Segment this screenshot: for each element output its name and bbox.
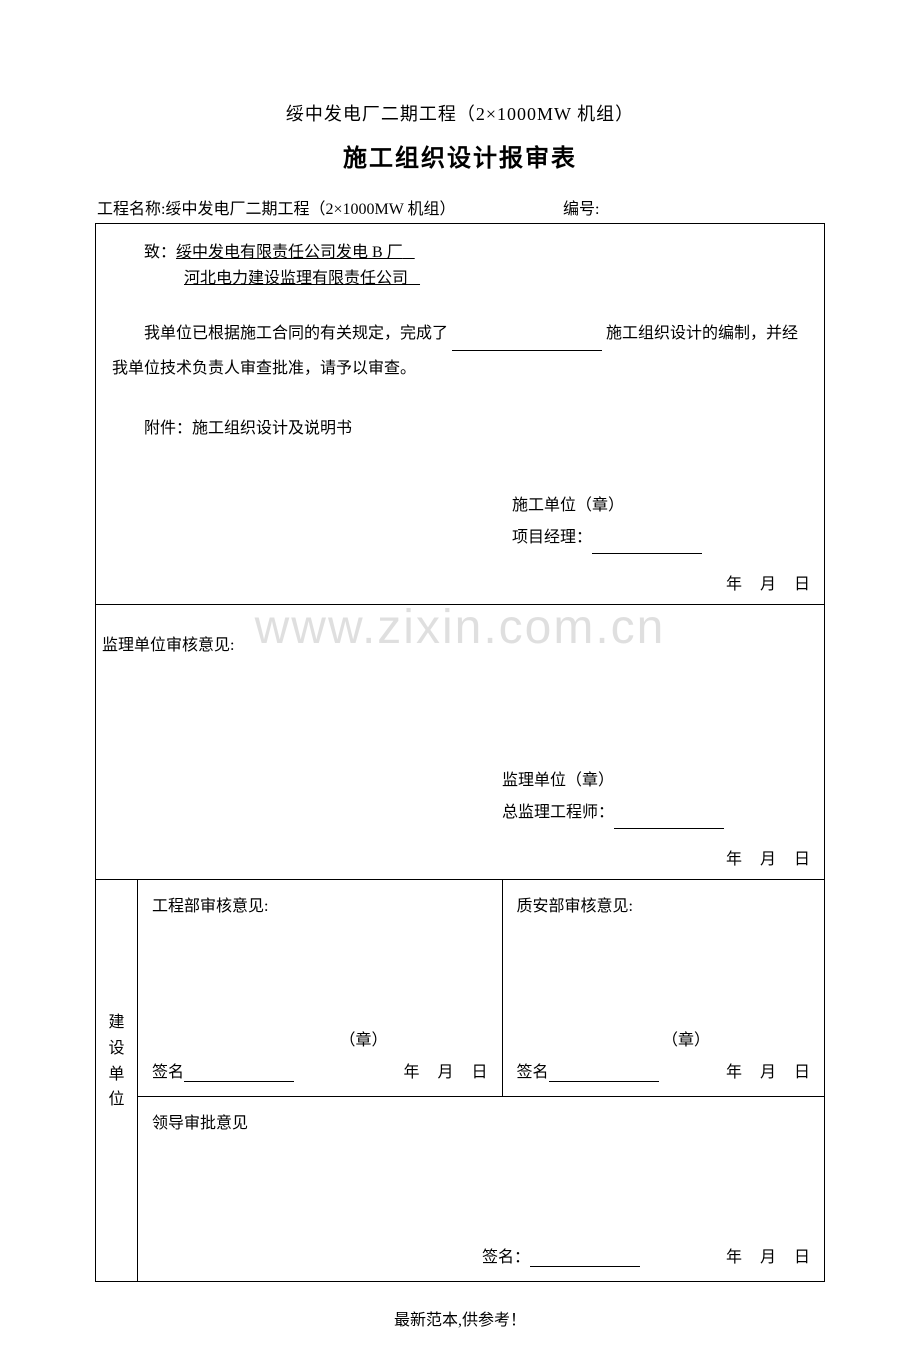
leader-approval-cell: 领导审批意见 签名： 年 月 日 <box>138 1097 825 1282</box>
attachment-text: 附件：施工组织设计及说明书 <box>144 420 352 437</box>
eng-title: 工程部审核意见: <box>152 892 488 916</box>
qa-sign-blank[interactable] <box>549 1066 659 1082</box>
supervision-unit-stamp: 监理单位（章） <box>502 765 808 797</box>
owner-vert-label-cell: 建 设 单 位 <box>96 880 138 1282</box>
body-blank[interactable] <box>452 335 602 351</box>
qa-sign-left: 签名 <box>517 1058 659 1082</box>
pre-title: 绥中发电厂二期工程（2×1000MW 机组） <box>95 100 825 126</box>
project-name: 绥中发电厂二期工程（2×1000MW 机组） <box>165 201 455 218</box>
eng-month: 月 <box>437 1064 453 1081</box>
qa-sign-date: 年 月 日 <box>726 1058 810 1082</box>
engineer-label: 总监理工程师： <box>502 804 614 821</box>
day-label: 日 <box>794 576 810 593</box>
body-prefix: 我单位已根据施工合同的有关规定，完成了 <box>144 325 448 342</box>
eng-sign-label: 签名 <box>152 1064 184 1081</box>
section-contractor: 致：绥中发电有限责任公司发电 B 厂 河北电力建设监理有限责任公司 我单位已根据… <box>96 224 825 605</box>
qa-month: 月 <box>760 1064 776 1081</box>
vert-char-3: 单 <box>96 1062 137 1088</box>
qa-sign-row: 签名 年 月 日 <box>517 1058 811 1082</box>
eng-day: 日 <box>471 1064 487 1081</box>
manager-blank[interactable] <box>592 538 702 554</box>
section-owner-row2: 领导审批意见 签名： 年 月 日 <box>96 1097 825 1282</box>
owner-vert-label: 建 设 单 位 <box>96 880 137 1112</box>
leader-year: 年 <box>726 1249 742 1266</box>
qa-stamp: （章） <box>517 1026 811 1050</box>
month-label: 月 <box>760 576 776 593</box>
qa-sign-label: 签名 <box>517 1064 549 1081</box>
vert-char-2: 设 <box>96 1036 137 1062</box>
eng-sign-date: 年 月 日 <box>403 1058 487 1082</box>
leader-sign-date: 年 月 日 <box>726 1243 810 1267</box>
document-page: www.zixin.com.cn 绥中发电厂二期工程（2×1000MW 机组） … <box>0 0 920 1370</box>
leader-month: 月 <box>760 1249 776 1266</box>
leader-sign-left: 签名： <box>152 1243 640 1267</box>
qa-year: 年 <box>726 1064 742 1081</box>
contractor-manager-line: 项目经理： <box>512 522 808 554</box>
engineer-blank[interactable] <box>614 813 724 829</box>
engineering-dept-cell: 工程部审核意见: （章） 签名 年 月 日 <box>138 880 503 1097</box>
leader-day: 日 <box>794 1249 810 1266</box>
supervision-cell: 监理单位审核意见: 监理单位（章） 总监理工程师： <box>96 605 824 843</box>
contractor-date-row: 年 月 日 <box>96 568 824 604</box>
body-paragraph: 我单位已根据施工合同的有关规定，完成了 施工组织设计的编制，并经我单位技术负责人… <box>112 316 808 386</box>
header-number: 编号: <box>563 195 823 219</box>
header-project: 工程名称:绥中发电厂二期工程（2×1000MW 机组） <box>97 195 563 219</box>
eng-sign-blank[interactable] <box>184 1066 294 1082</box>
eng-sign-row: 签名 年 月 日 <box>152 1058 488 1082</box>
contractor-signature-block: 施工单位（章） 项目经理： <box>112 490 808 554</box>
to-line-1: 致：绥中发电有限责任公司发电 B 厂 <box>112 238 808 262</box>
qa-day: 日 <box>794 1064 810 1081</box>
footer-note: 最新范本,供参考！ <box>95 1306 825 1330</box>
leader-sig-row: 签名： 年 月 日 <box>152 1243 810 1267</box>
leader-sign-label: 签名： <box>482 1249 530 1266</box>
leader-sign-blank[interactable] <box>530 1251 640 1267</box>
eng-stamp: （章） <box>152 1026 488 1050</box>
supervision-engineer-line: 总监理工程师： <box>502 797 808 829</box>
main-title: 施工组织设计报审表 <box>95 138 825 173</box>
form-table: 致：绥中发电有限责任公司发电 B 厂 河北电力建设监理有限责任公司 我单位已根据… <box>95 223 825 1282</box>
number-label: 编号: <box>563 201 599 218</box>
manager-label: 项目经理： <box>512 529 592 546</box>
vert-char-4: 位 <box>96 1087 137 1113</box>
leader-title: 领导审批意见 <box>152 1109 810 1133</box>
month-label-2: 月 <box>760 851 776 868</box>
section-owner-row1: 建 设 单 位 工程部审核意见: （章） 签名 年 月 日 <box>96 880 825 1097</box>
supervision-title: 监理单位审核意见: <box>102 619 808 655</box>
section-supervision: 监理单位审核意见: 监理单位（章） 总监理工程师： 年 月 日 <box>96 605 825 880</box>
supervision-date-row: 年 月 日 <box>96 843 824 879</box>
attachment-line: 附件：施工组织设计及说明书 <box>112 414 808 438</box>
eng-sign-left: 签名 <box>152 1058 294 1082</box>
day-label-2: 日 <box>794 851 810 868</box>
contractor-cell: 致：绥中发电有限责任公司发电 B 厂 河北电力建设监理有限责任公司 我单位已根据… <box>96 224 824 568</box>
project-label: 工程名称: <box>97 201 165 218</box>
eng-year: 年 <box>403 1064 419 1081</box>
header-row: 工程名称:绥中发电厂二期工程（2×1000MW 机组） 编号: <box>95 195 825 219</box>
to-label: 致： <box>144 244 176 261</box>
supervision-signature-block: 监理单位（章） 总监理工程师： <box>102 765 808 829</box>
qa-title: 质安部审核意见: <box>517 892 811 916</box>
year-label: 年 <box>726 576 742 593</box>
contractor-unit-stamp: 施工单位（章） <box>512 490 808 522</box>
year-label-2: 年 <box>726 851 742 868</box>
addressee-1: 绥中发电有限责任公司发电 B 厂 <box>176 244 403 261</box>
to-line-2: 河北电力建设监理有限责任公司 <box>184 264 808 288</box>
quality-safety-dept-cell: 质安部审核意见: （章） 签名 年 月 日 <box>502 880 825 1097</box>
addressee-2: 河北电力建设监理有限责任公司 <box>184 270 408 287</box>
vert-char-1: 建 <box>96 1010 137 1036</box>
